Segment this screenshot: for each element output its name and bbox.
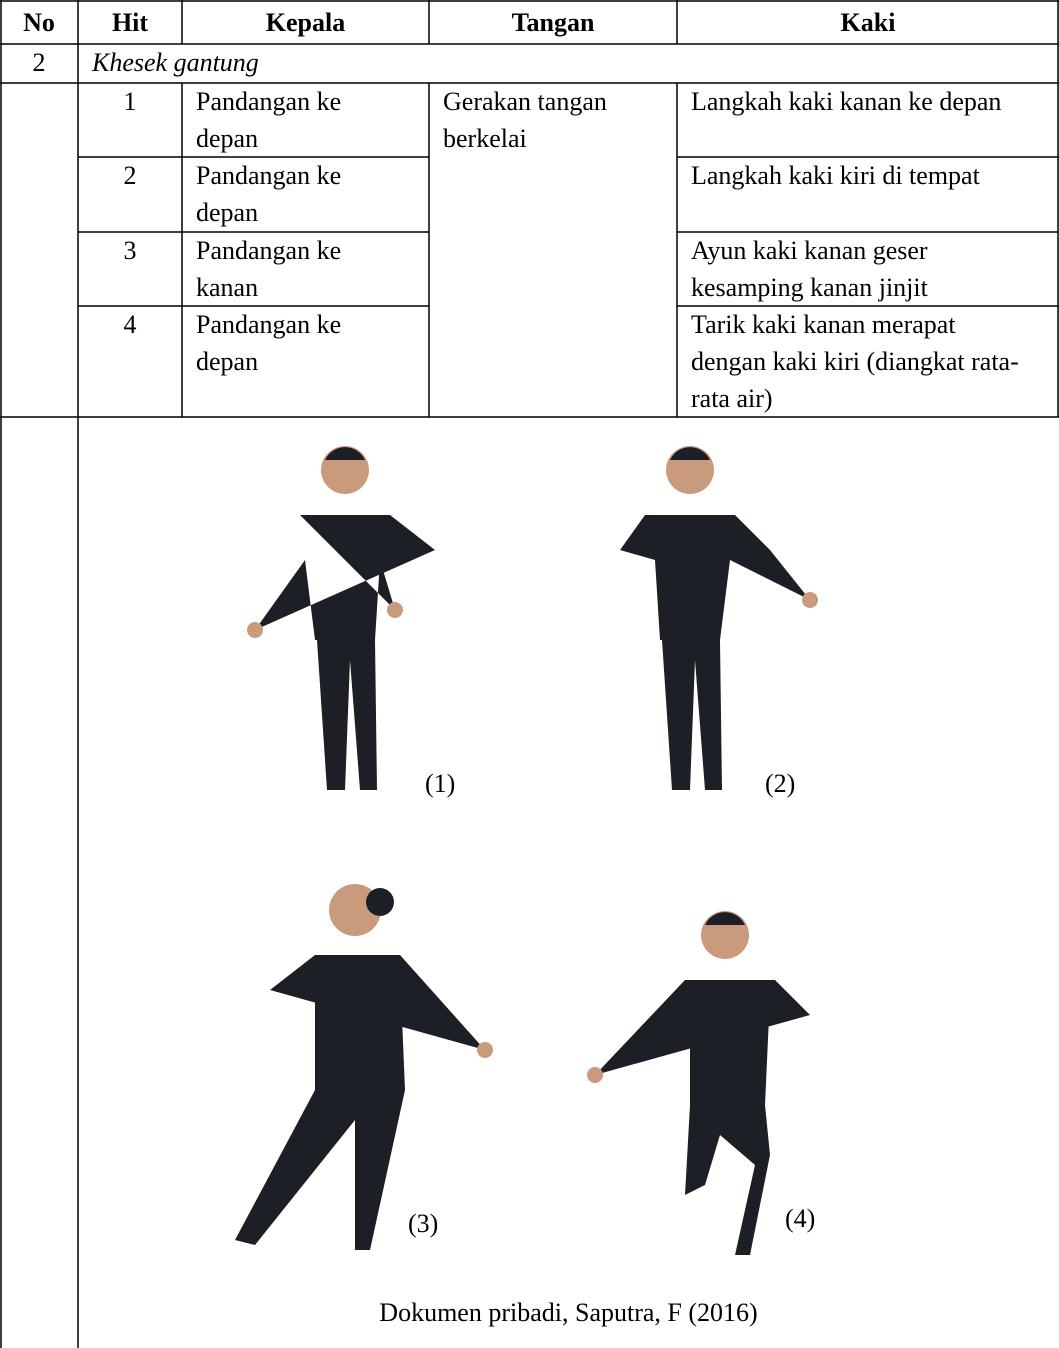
kaki-cell: Langkah kaki kiri di tempat	[691, 161, 980, 190]
kaki-cell: Ayun kaki kanan geser kesamping kanan ji…	[691, 236, 928, 302]
hit-cell: 2	[123, 161, 137, 190]
photo-label: (1)	[425, 769, 456, 798]
kaki-cell: Tarik kaki kanan merapat dengan kaki kir…	[691, 310, 1019, 413]
header-cell: Kaki	[840, 8, 896, 37]
kaki-cell: Langkah kaki kanan ke depan	[691, 87, 1002, 116]
kepala-cell: Pandangan ke kanan	[196, 236, 342, 302]
tangan-cell: Gerakan tangan berkelai	[443, 87, 607, 153]
hit-cell: 3	[123, 236, 137, 265]
photo-label: (3)	[408, 1209, 439, 1238]
kepala-cell: Pandangan ke depan	[196, 87, 342, 153]
header-cell: Hit	[111, 8, 149, 37]
section-name: Khesek gantung	[92, 48, 259, 77]
header-cell: Tangan	[511, 8, 595, 37]
photo-label: (2)	[765, 769, 796, 798]
hit-cell: 1	[123, 87, 137, 116]
kepala-cell: Pandangan ke depan	[196, 310, 342, 376]
photo-label: (4)	[785, 1204, 816, 1233]
section-no: 2	[32, 48, 46, 77]
photos	[235, 446, 818, 1255]
kepala-cell: Pandangan ke depan	[196, 161, 342, 227]
header-cell: Kepala	[265, 8, 346, 37]
caption: Dokumen pribadi, Saputra, F (2016)	[379, 1298, 758, 1327]
hit-cell: 4	[123, 310, 137, 339]
header-cell: No	[23, 8, 55, 37]
